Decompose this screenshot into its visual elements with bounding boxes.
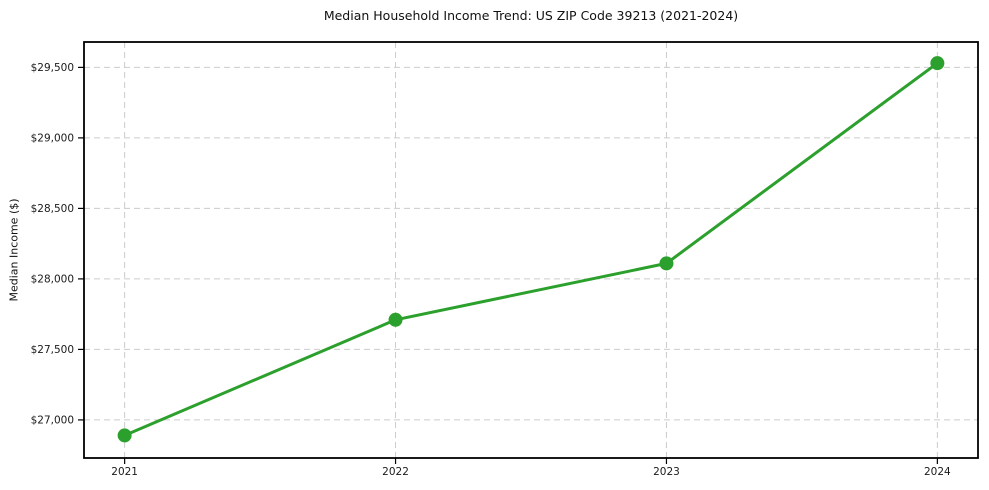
x-tick-label: 2023 <box>653 466 680 478</box>
data-point-marker <box>388 312 403 327</box>
trend-line <box>123 61 939 437</box>
y-tick-label: $28,000 <box>31 273 74 285</box>
y-tick-label: $27,500 <box>31 344 74 356</box>
y-tick-label: $29,500 <box>31 62 74 74</box>
y-tick-label: $27,000 <box>31 414 74 426</box>
chart-title: Median Household Income Trend: US ZIP Co… <box>323 8 739 23</box>
y-tick-label: $28,500 <box>31 203 74 215</box>
x-tick-label: 2024 <box>924 466 951 478</box>
data-point-marker <box>659 256 674 271</box>
x-tick-label: 2021 <box>111 466 138 478</box>
plot-border <box>83 41 979 459</box>
x-tick-label: 2022 <box>382 466 409 478</box>
data-point-marker <box>930 56 945 71</box>
data-point-marker <box>117 428 132 443</box>
y-tick-label: $29,000 <box>31 132 74 144</box>
